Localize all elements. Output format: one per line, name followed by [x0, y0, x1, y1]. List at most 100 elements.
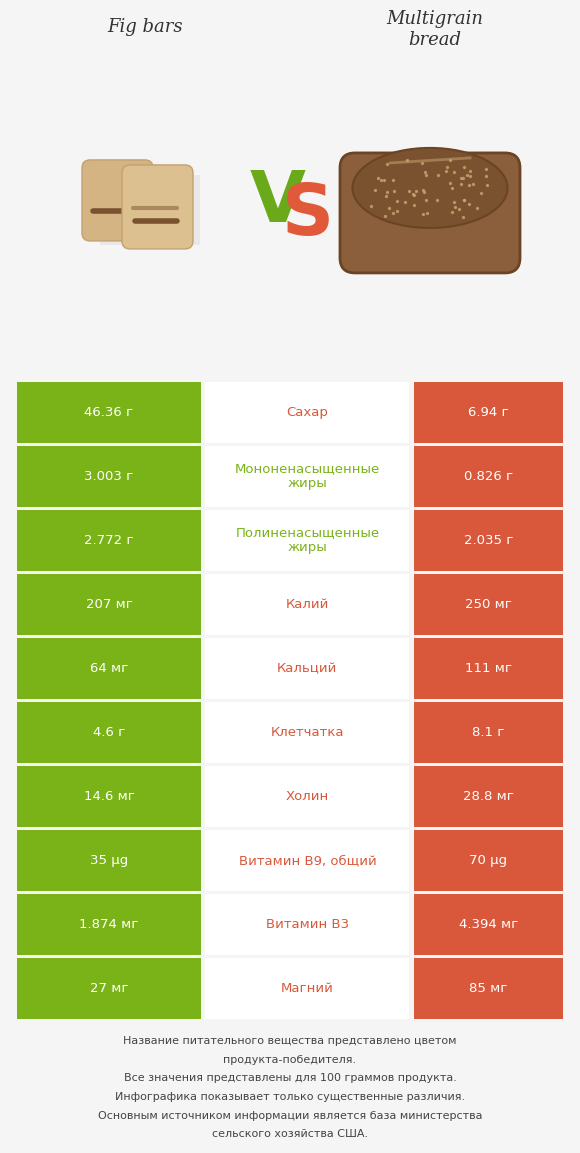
- Point: [465, 175, 474, 194]
- Text: Витамин B9, общий: Витамин B9, общий: [238, 854, 376, 867]
- FancyBboxPatch shape: [82, 160, 153, 241]
- FancyBboxPatch shape: [414, 766, 563, 827]
- FancyBboxPatch shape: [205, 830, 409, 891]
- Text: 111 мг: 111 мг: [465, 662, 512, 675]
- Point: [404, 182, 414, 201]
- FancyBboxPatch shape: [17, 446, 201, 507]
- Text: Кальций: Кальций: [277, 662, 338, 675]
- FancyBboxPatch shape: [17, 702, 201, 763]
- Text: Холин: Холин: [286, 790, 329, 802]
- Point: [419, 182, 429, 201]
- Point: [403, 151, 412, 169]
- Point: [456, 175, 466, 194]
- Point: [393, 202, 402, 220]
- Text: 64 мг: 64 мг: [90, 662, 128, 675]
- Point: [422, 203, 432, 221]
- Point: [477, 184, 486, 203]
- Point: [381, 187, 390, 205]
- Point: [464, 195, 473, 213]
- Text: Все значения представлены для 100 граммов продукта.: Все значения представлены для 100 граммо…: [124, 1073, 456, 1084]
- Point: [418, 155, 427, 173]
- Text: Fig bars: Fig bars: [107, 18, 183, 36]
- FancyBboxPatch shape: [205, 702, 409, 763]
- Point: [441, 161, 451, 180]
- FancyBboxPatch shape: [205, 382, 409, 443]
- Point: [389, 203, 398, 221]
- FancyBboxPatch shape: [414, 574, 563, 635]
- Point: [379, 171, 389, 189]
- FancyBboxPatch shape: [414, 638, 563, 699]
- Text: 6.94 г: 6.94 г: [468, 406, 509, 419]
- Point: [449, 163, 458, 181]
- Text: 85 мг: 85 мг: [469, 982, 508, 995]
- Polygon shape: [100, 175, 200, 244]
- Text: 207 мг: 207 мг: [86, 598, 132, 611]
- Point: [455, 199, 464, 218]
- Point: [420, 164, 430, 182]
- FancyBboxPatch shape: [205, 446, 409, 507]
- Text: 27 мг: 27 мг: [90, 982, 128, 995]
- Text: 2.035 г: 2.035 г: [463, 534, 513, 547]
- Point: [418, 180, 427, 198]
- Text: 70 μg: 70 μg: [469, 854, 508, 867]
- Text: 4.6 г: 4.6 г: [93, 726, 125, 739]
- Point: [460, 190, 469, 209]
- Text: Название питательного вещества представлено цветом: Название питательного вещества представл…: [123, 1037, 457, 1046]
- Text: 46.36 г: 46.36 г: [85, 406, 133, 419]
- Text: Магний: Магний: [281, 982, 334, 995]
- FancyBboxPatch shape: [414, 382, 563, 443]
- Point: [482, 160, 491, 179]
- Text: сельского хозяйства США.: сельского хозяйства США.: [212, 1129, 368, 1139]
- FancyBboxPatch shape: [205, 510, 409, 571]
- Point: [434, 166, 443, 184]
- Point: [456, 168, 466, 187]
- FancyBboxPatch shape: [414, 830, 563, 891]
- Point: [419, 205, 428, 224]
- Point: [410, 186, 419, 204]
- FancyBboxPatch shape: [414, 958, 563, 1019]
- Point: [421, 165, 430, 183]
- Point: [408, 184, 417, 203]
- Point: [445, 174, 454, 193]
- FancyBboxPatch shape: [414, 446, 563, 507]
- FancyBboxPatch shape: [122, 165, 193, 249]
- Text: Инфографика показывает только существенные различия.: Инфографика показывает только существенн…: [115, 1092, 465, 1102]
- Text: Основным источником информации является база министерства: Основным источником информации является …: [98, 1110, 482, 1121]
- FancyBboxPatch shape: [205, 894, 409, 955]
- Point: [366, 196, 375, 214]
- Point: [462, 166, 471, 184]
- Point: [483, 175, 492, 194]
- Text: 2.772 г: 2.772 г: [84, 534, 134, 547]
- FancyBboxPatch shape: [17, 958, 201, 1019]
- Text: 28.8 мг: 28.8 мг: [463, 790, 514, 802]
- FancyBboxPatch shape: [414, 702, 563, 763]
- FancyBboxPatch shape: [17, 510, 201, 571]
- Point: [422, 190, 431, 209]
- Point: [410, 196, 419, 214]
- Text: 35 μg: 35 μg: [90, 854, 128, 867]
- Point: [459, 157, 468, 175]
- Text: Полиненасыщенные
жиры: Полиненасыщенные жиры: [235, 527, 379, 555]
- Point: [460, 190, 469, 209]
- Text: Multigrain
bread: Multigrain bread: [386, 10, 484, 48]
- Text: Клетчатка: Клетчатка: [271, 726, 344, 739]
- FancyBboxPatch shape: [205, 638, 409, 699]
- Point: [382, 155, 392, 173]
- Text: V: V: [250, 168, 306, 238]
- Point: [447, 179, 456, 197]
- Point: [458, 168, 467, 187]
- FancyBboxPatch shape: [205, 766, 409, 827]
- Text: 14.6 мг: 14.6 мг: [84, 790, 135, 802]
- FancyBboxPatch shape: [205, 958, 409, 1019]
- FancyBboxPatch shape: [17, 894, 201, 955]
- Point: [393, 191, 402, 210]
- Point: [473, 198, 482, 217]
- Text: 3.003 г: 3.003 г: [85, 470, 133, 483]
- Point: [412, 182, 421, 201]
- Point: [447, 203, 456, 221]
- FancyBboxPatch shape: [17, 574, 201, 635]
- Text: 250 мг: 250 мг: [465, 598, 512, 611]
- Text: продукта-победителя.: продукта-победителя.: [223, 1055, 357, 1065]
- Point: [481, 167, 491, 186]
- Text: Калий: Калий: [286, 598, 329, 611]
